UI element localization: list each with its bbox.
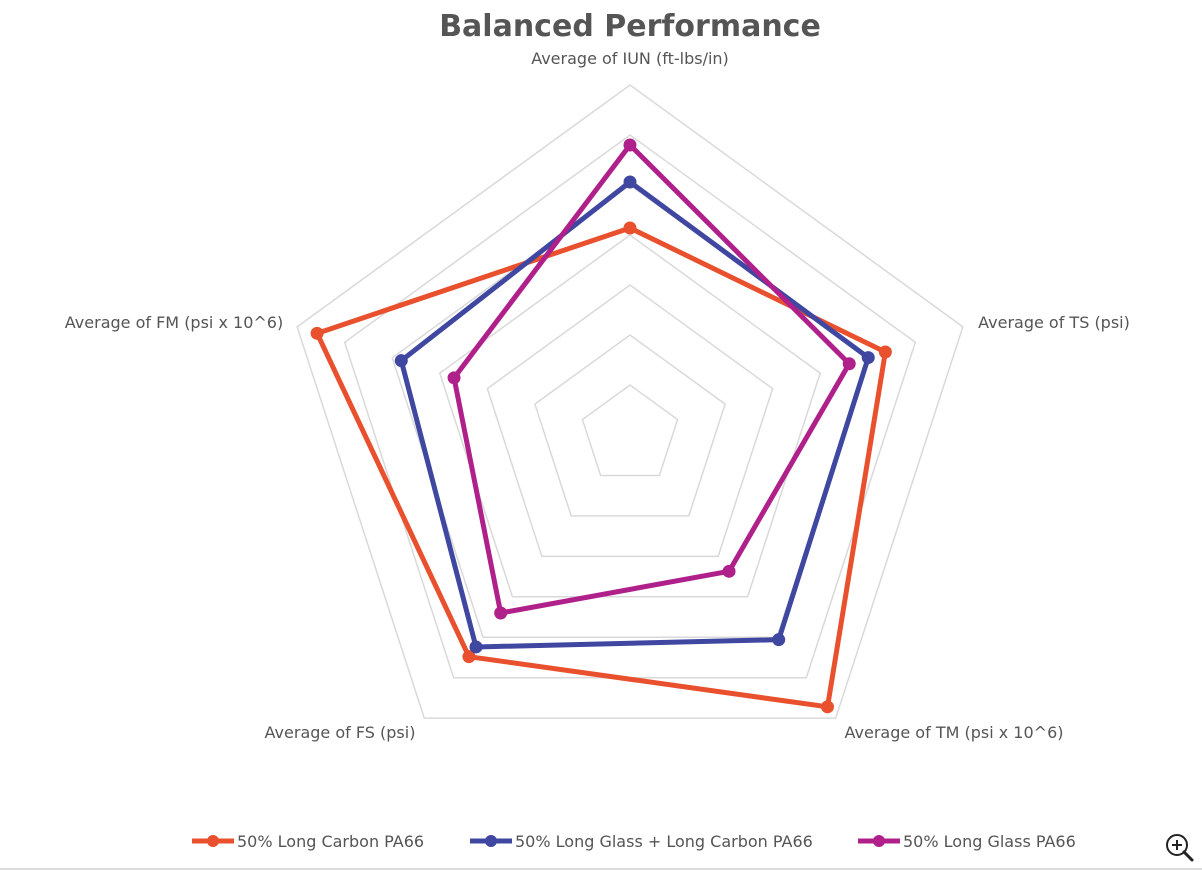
series-2	[447, 138, 856, 620]
legend-marker	[207, 835, 219, 847]
data-point	[469, 640, 483, 654]
divider	[0, 868, 1202, 870]
series-1	[394, 175, 875, 654]
grid-ring	[296, 84, 964, 719]
legend-label: 50% Long Carbon PA66	[237, 832, 424, 851]
data-point	[861, 351, 875, 365]
grid-ring	[438, 234, 822, 598]
series-group	[310, 138, 892, 714]
legend-label: 50% Long Glass + Long Carbon PA66	[515, 832, 813, 851]
grid-ring	[534, 334, 726, 517]
legend-label: 50% Long Glass PA66	[903, 832, 1076, 851]
series-0	[310, 221, 892, 714]
data-point	[722, 564, 736, 578]
legend-marker	[485, 835, 497, 847]
axis-label: Average of TS (psi)	[978, 313, 1130, 332]
data-point	[447, 371, 461, 385]
data-point	[842, 357, 856, 371]
axis-label: Average of FS (psi)	[265, 723, 416, 742]
data-point	[394, 354, 408, 368]
series-line	[451, 142, 852, 616]
data-point	[462, 650, 476, 664]
data-point	[494, 606, 508, 620]
data-point	[623, 221, 637, 235]
zoom-in-button[interactable]	[1164, 832, 1196, 864]
grid-ring	[581, 384, 679, 477]
chart-title: Balanced Performance	[439, 9, 821, 44]
data-point	[772, 633, 786, 647]
data-point	[310, 326, 324, 340]
legend-item[interactable]: 50% Long Glass + Long Carbon PA66	[470, 832, 813, 851]
grid-ring	[486, 284, 774, 558]
axis-label: Average of FM (psi x 10^6)	[65, 313, 283, 332]
grid-ring	[391, 184, 869, 639]
axis-labels: Average of IUN (ft-lbs/in) Average of TS …	[65, 49, 1130, 742]
zoom-in-icon	[1166, 834, 1194, 862]
series-line	[314, 225, 888, 710]
data-point	[820, 700, 834, 714]
axis-label: Average of IUN (ft-lbs/in)	[531, 49, 729, 68]
data-point	[878, 345, 892, 359]
axis-label: Average of TM (psi x 10^6)	[845, 723, 1064, 742]
legend-marker	[873, 835, 885, 847]
series-line	[398, 179, 871, 650]
legend: 50% Long Carbon PA66 50% Long Glass + Lon…	[192, 832, 1076, 851]
legend-item[interactable]: 50% Long Glass PA66	[858, 832, 1076, 851]
legend-item[interactable]: 50% Long Carbon PA66	[192, 832, 424, 851]
data-point	[623, 175, 637, 189]
data-point	[623, 138, 637, 152]
